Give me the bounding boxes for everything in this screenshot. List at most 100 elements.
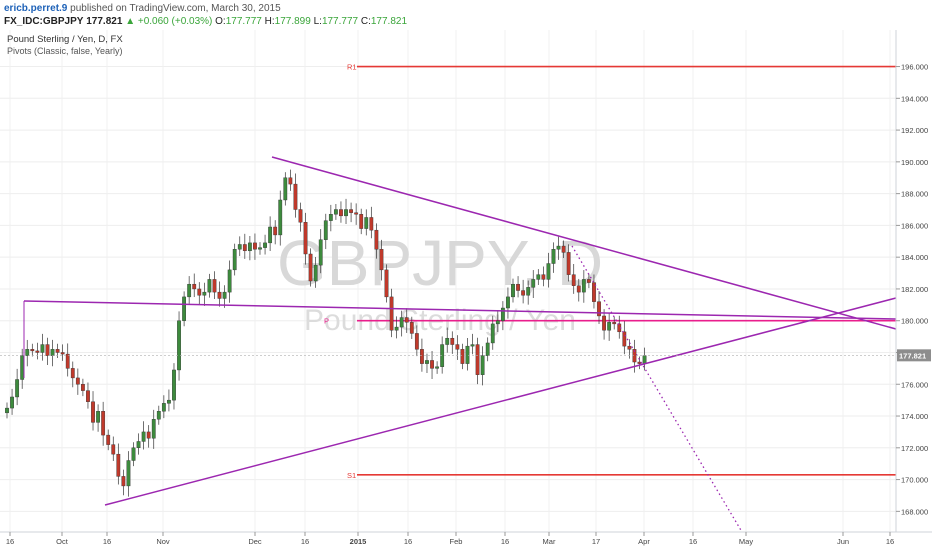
candle-body	[70, 368, 75, 379]
candle-body	[202, 291, 207, 296]
candle-body	[460, 349, 465, 364]
candle-body	[587, 279, 591, 283]
candle-body	[334, 209, 338, 215]
time-tick-label: Apr	[638, 537, 650, 546]
candle-body	[359, 214, 364, 229]
time-tick-label: May	[739, 537, 753, 546]
candle-body	[571, 274, 576, 286]
time-axis[interactable]: 16 Oct 16 Nov Dec 16 2015 16 Feb 16 Mar 17 Apr 16 May J…	[0, 531, 932, 550]
candle-body	[500, 307, 505, 321]
candle-body	[490, 323, 495, 344]
candle-body	[622, 331, 627, 347]
candle-body	[258, 247, 262, 250]
candle-body	[480, 355, 485, 375]
candle-body	[5, 407, 9, 414]
candle-body	[172, 369, 176, 401]
candle-body	[485, 342, 490, 356]
time-tick-label: 16	[886, 537, 894, 546]
candle-body	[283, 177, 288, 201]
candle-body	[253, 242, 257, 250]
candle-body	[96, 411, 100, 423]
candle-body	[75, 377, 80, 385]
candle-body	[268, 226, 273, 244]
candle-body	[182, 296, 186, 321]
time-tick-label: Oct	[56, 537, 69, 546]
time-tick-label: 16	[501, 537, 509, 546]
candle-body	[288, 177, 293, 185]
price-tick-label: 186.000	[901, 221, 928, 230]
candle-body	[374, 229, 379, 250]
price-tick-label: 188.000	[901, 190, 928, 199]
candle-body	[632, 349, 637, 363]
candle-body	[344, 209, 348, 217]
candle-body	[156, 411, 161, 420]
chart-legend: Pound Sterling / Yen, D, FX Pivots (Clas…	[7, 34, 123, 56]
candle-body	[222, 291, 227, 299]
time-tick-label: Dec	[248, 537, 262, 546]
price-tick-label: 180.000	[901, 317, 928, 326]
candle-body	[435, 366, 439, 369]
author-link[interactable]: ericb.perret.9	[4, 3, 68, 14]
candle-body	[420, 349, 424, 364]
price-tick-label: 192.000	[901, 126, 928, 135]
candle-body	[192, 283, 197, 290]
legend-indicator: Pivots (Classic, false, Yearly)	[7, 46, 123, 56]
candle-body	[399, 317, 404, 328]
high-label: H:	[264, 16, 275, 27]
ascending-trendline	[104, 297, 897, 506]
candle-body	[227, 269, 232, 293]
candle-body	[642, 355, 647, 364]
trend-drawings[interactable]	[23, 156, 897, 533]
candle-body	[55, 349, 60, 353]
candle-body	[592, 282, 596, 302]
candle-body	[126, 460, 131, 487]
candle-body	[506, 296, 510, 309]
price-tick-label: 168.000	[901, 507, 928, 516]
candle-body	[273, 226, 278, 236]
candle-body	[101, 411, 106, 436]
candle-body	[597, 301, 601, 317]
candle-body	[404, 317, 409, 323]
candle-body	[354, 212, 359, 215]
candle-body	[212, 279, 217, 293]
candle-body	[197, 288, 202, 296]
candle-body	[298, 209, 303, 223]
candle-body	[576, 285, 581, 293]
candle-body	[232, 249, 237, 271]
candle-body	[455, 344, 460, 350]
candle-body	[430, 360, 434, 369]
price-axis[interactable]: 168.000170.000172.000174.000176.000178.0…	[895, 30, 932, 550]
candle-body	[364, 217, 369, 229]
candle-body	[121, 476, 126, 487]
candle-body	[237, 244, 242, 250]
candle-body	[551, 249, 556, 264]
candle-body	[581, 279, 586, 293]
time-tick-label: Mar	[543, 537, 556, 546]
last-price-box	[897, 349, 931, 362]
candle-body	[394, 326, 399, 331]
candle-body	[242, 244, 247, 252]
candle-body	[313, 264, 318, 282]
candle-body	[303, 222, 308, 255]
candle-body	[349, 209, 353, 213]
candle-body	[566, 252, 571, 275]
candle-body	[45, 344, 50, 356]
candle-body	[80, 384, 85, 391]
candle-body	[30, 349, 35, 352]
candle-body	[602, 315, 606, 331]
time-tick-label: 16	[301, 537, 309, 546]
candle-body	[10, 396, 14, 409]
candle-body	[531, 279, 536, 288]
candle-body	[445, 337, 450, 345]
candle-body	[495, 320, 500, 325]
pivot-label-r1: R1	[347, 63, 357, 72]
symbol-name[interactable]: FX_IDC:GBPJPY	[4, 16, 84, 27]
candle-body	[65, 353, 70, 369]
candle-body	[389, 296, 394, 331]
candle-body	[247, 242, 252, 252]
candle-body	[475, 344, 480, 375]
candle-body	[414, 333, 419, 350]
horizontal-trendline	[23, 300, 897, 320]
candle-body	[116, 453, 121, 477]
